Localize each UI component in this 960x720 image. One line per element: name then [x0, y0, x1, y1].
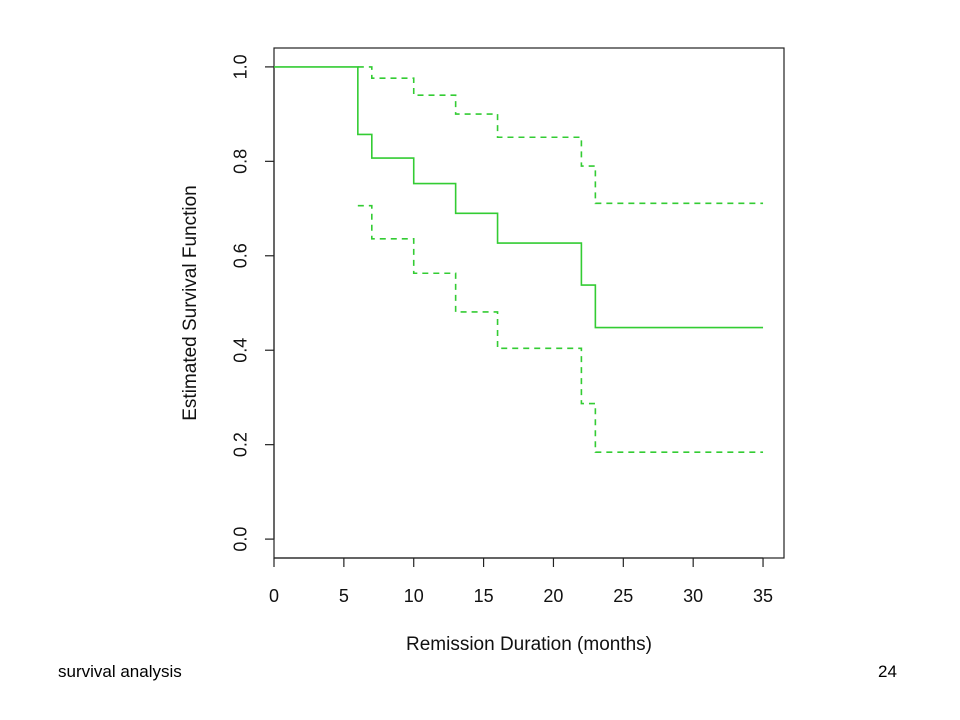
x-tick-label: 30 — [683, 586, 703, 606]
y-tick-label: 1.0 — [231, 54, 251, 79]
y-tick-label: 0.0 — [231, 527, 251, 552]
x-axis: 0 5 10 15 20 25 30 35 — [269, 557, 773, 606]
survival-estimate-line — [274, 66, 764, 329]
y-tick-label: 0.2 — [231, 432, 251, 457]
x-tick-label: 10 — [404, 586, 424, 606]
footer-title: survival analysis — [58, 662, 182, 681]
x-tick-label: 20 — [543, 586, 563, 606]
y-tick-label: 0.8 — [231, 149, 251, 174]
y-axis-title: Estimated Survival Function — [180, 185, 201, 421]
series-layer — [274, 66, 764, 454]
x-tick-label: 5 — [339, 586, 349, 606]
y-tick-label: 0.6 — [231, 243, 251, 268]
x-tick-label: 25 — [613, 586, 633, 606]
page-number: 24 — [878, 662, 897, 681]
plot-frame — [273, 47, 785, 559]
x-tick-label: 0 — [269, 586, 279, 606]
y-axis: 0.0 0.2 0.4 0.6 0.8 1.0 — [231, 54, 275, 552]
x-axis-title: Remission Duration (months) — [406, 634, 652, 655]
confidence-band-line — [357, 204, 764, 454]
x-tick-label: 15 — [474, 586, 494, 606]
y-tick-label: 0.4 — [231, 338, 251, 363]
confidence-band-line — [357, 66, 764, 205]
x-tick-label: 35 — [753, 586, 773, 606]
